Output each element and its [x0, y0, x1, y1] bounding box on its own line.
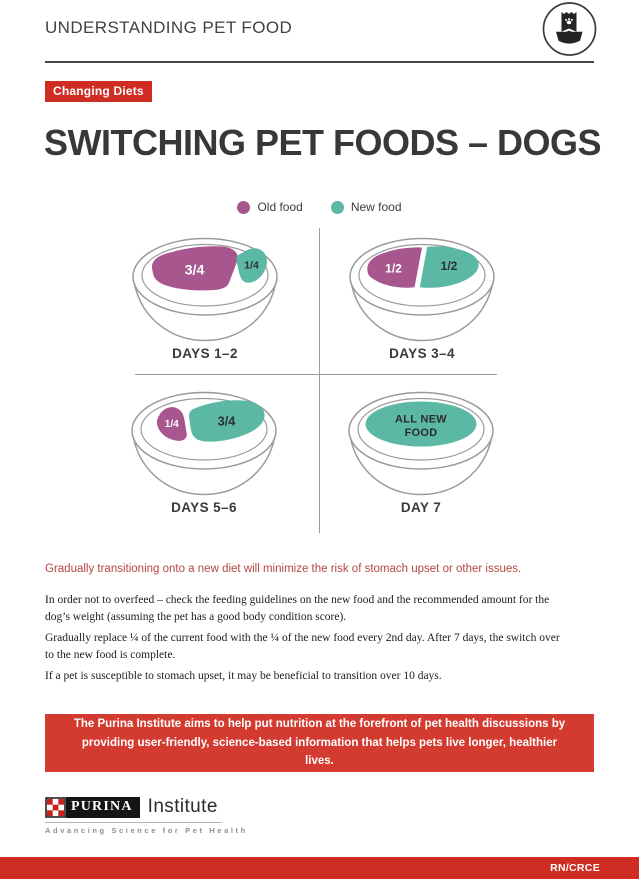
new-food-swatch — [330, 200, 344, 214]
bowl-illustration: 3/4 1/4 — [132, 237, 278, 342]
all-new-food-label-line2: FOOD — [405, 427, 438, 439]
section-badge: Changing Diets — [45, 81, 152, 102]
body-paragraph-1: In order not to overfeed – check the fee… — [45, 594, 550, 624]
pet-food-bag-bowl-icon — [542, 2, 597, 56]
legend-label: Old food — [257, 200, 303, 214]
bowl-illustration: ALL NEW FOOD — [348, 391, 494, 496]
vertical-divider — [319, 228, 320, 533]
old-portion-label: 1/4 — [165, 419, 179, 430]
tagline: Advancing Science for Pet Health — [45, 826, 248, 835]
day-label: DAY 7 — [400, 500, 442, 515]
all-new-food-label-line1: ALL NEW — [395, 414, 447, 426]
old-portion-label: 3/4 — [185, 263, 205, 279]
legend-item-new-food: New food — [330, 200, 402, 214]
bottom-bar: RN/CRCE — [0, 857, 639, 879]
bowl-illustration: 1/2 1/2 — [349, 237, 495, 342]
page-title: SWITCHING PET FOODS – DOGS — [44, 122, 602, 163]
old-portion-label: 1/2 — [385, 261, 402, 275]
day-label: DAYS 3–4 — [389, 346, 455, 361]
bowl-illustration: 1/4 3/4 — [131, 391, 277, 496]
bowl-figure-days-5-6: 1/4 3/4 DAYS 5–6 — [129, 390, 279, 515]
purina-wordmark: PURINA — [71, 799, 133, 814]
mission-callout-box: The Purina Institute aims to help put nu… — [45, 714, 594, 772]
bowl-figure-days-1-2: 3/4 1/4 DAYS 1–2 — [130, 236, 280, 361]
day-label: DAYS 5–6 — [171, 500, 237, 515]
legend-item-old-food: Old food — [237, 200, 303, 214]
checkerboard-icon — [45, 796, 66, 818]
day-label: DAYS 1–2 — [172, 346, 238, 361]
header-divider — [45, 61, 594, 63]
purina-logo: PURINA — [45, 796, 140, 818]
document-code: RN/CRCE — [550, 862, 600, 874]
footer-logo-block: PURINA Institute Advancing Science for P… — [45, 796, 248, 835]
horizontal-divider — [135, 374, 497, 375]
legend: Old food New food — [0, 200, 639, 214]
bowl-figure-days-3-4: 1/2 1/2 DAYS 3–4 — [347, 236, 497, 361]
tagline-divider — [45, 822, 222, 823]
mission-callout-text: The Purina Institute aims to help put nu… — [73, 717, 566, 768]
new-portion-label: 1/4 — [244, 260, 259, 272]
document-title: UNDERSTANDING PET FOOD — [45, 18, 293, 37]
body-paragraph-3: If a pet is susceptible to stomach upset… — [45, 670, 442, 682]
new-portion-label: 3/4 — [218, 414, 237, 429]
body-paragraph-2: Gradually replace ¼ of the current food … — [45, 632, 560, 662]
legend-label: New food — [350, 200, 402, 214]
bowl-figure-day-7: ALL NEW FOOD DAY 7 — [346, 390, 496, 515]
new-portion-label: 1/2 — [441, 259, 458, 273]
institute-wordmark: Institute — [147, 796, 218, 817]
lead-sentence: Gradually transitioning onto a new diet … — [45, 563, 522, 575]
old-food-swatch — [237, 200, 251, 214]
